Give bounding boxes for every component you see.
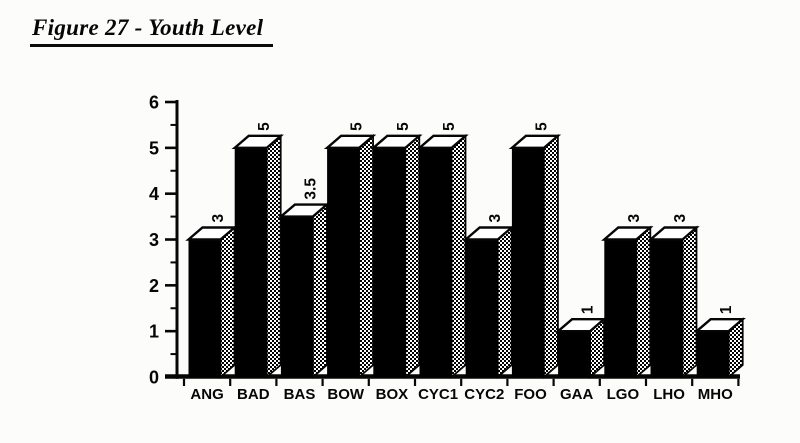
bar-top — [508, 134, 562, 150]
bar-front — [558, 331, 591, 377]
bar-top — [416, 134, 469, 150]
y-tick-label: 1 — [149, 322, 159, 342]
bar-front — [327, 147, 360, 377]
bar-value-label: 5 — [395, 122, 412, 131]
figure-title: Figure 27 - Youth Level — [30, 15, 274, 47]
bar-front — [280, 216, 313, 377]
bar-side — [219, 225, 236, 379]
bar-side — [450, 133, 467, 379]
x-category-label: CYC1 — [418, 386, 458, 403]
bar-value-label: 5 — [256, 122, 273, 131]
bar-front — [650, 239, 683, 377]
bar-side — [635, 225, 652, 379]
x-category-label: FOO — [514, 386, 547, 403]
bar-top — [185, 226, 238, 241]
x-category-label: BOW — [327, 386, 365, 403]
bar-side — [358, 133, 374, 379]
bar-top — [277, 203, 331, 218]
bar-front — [604, 239, 637, 377]
bar-front — [234, 147, 267, 377]
bar-top — [231, 134, 284, 150]
x-category-label: BAD — [237, 386, 270, 403]
bar-side — [404, 133, 421, 379]
y-tick-label: 2 — [149, 276, 159, 296]
bar-top — [462, 226, 515, 241]
y-tick-label: 3 — [149, 230, 159, 250]
bar-side — [265, 133, 282, 379]
bar-value-label: 1 — [718, 305, 735, 314]
bar-top — [554, 317, 608, 333]
bar-value-label: 5 — [533, 122, 550, 131]
bar-value-label: 5 — [441, 122, 458, 131]
bar-top — [693, 317, 746, 333]
y-tick-label: 6 — [149, 93, 159, 113]
x-category-label: BAS — [284, 386, 316, 403]
bar-side — [543, 133, 559, 379]
bar-value-label: 3 — [487, 214, 504, 223]
bar-side — [496, 225, 513, 379]
bar-top — [323, 134, 377, 150]
x-category-label: LGO — [607, 386, 640, 403]
bar-value-label: 3.5 — [302, 178, 319, 200]
x-category-label: ANG — [190, 386, 223, 403]
y-tick-label: 0 — [149, 368, 159, 388]
x-category-label: GAA — [560, 386, 594, 403]
bar-value-label: 5 — [349, 122, 366, 131]
bar-top — [370, 134, 423, 150]
bar-front — [373, 147, 406, 377]
bar-value-label: 3 — [626, 214, 643, 223]
bar-top — [601, 226, 654, 241]
bar-value-label: 3 — [672, 214, 689, 223]
bar-front — [188, 239, 221, 377]
bar-front — [465, 239, 498, 377]
y-tick-label: 5 — [149, 138, 159, 158]
x-category-label: BOX — [376, 386, 409, 403]
bar-front — [511, 147, 544, 377]
x-category-label: MHO — [698, 386, 733, 403]
bar-front — [696, 331, 729, 377]
x-category-label: CYC2 — [464, 386, 504, 403]
bar-side — [681, 225, 698, 379]
bar-top — [647, 226, 700, 241]
bar-value-label: 1 — [580, 305, 597, 314]
bar-front — [419, 147, 452, 377]
x-category-label: LHO — [653, 386, 685, 403]
bar-value-label: 3 — [210, 214, 227, 223]
bar-side — [312, 202, 328, 379]
y-tick-label: 4 — [149, 184, 159, 204]
